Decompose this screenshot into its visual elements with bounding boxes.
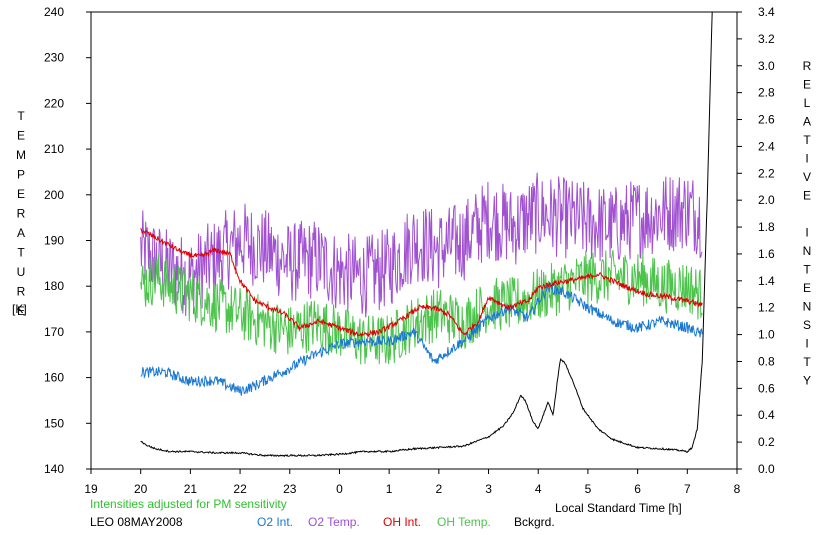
right-tick-label: 0.0	[758, 462, 775, 476]
left-tick-label: 180	[44, 279, 64, 293]
left-axis-title-letter: T	[17, 246, 25, 260]
x-tick-label: 0	[336, 482, 343, 496]
right-tick-label: 3.2	[758, 32, 775, 46]
left-axis-title-letter: E	[17, 304, 25, 318]
axis-layer: 1401501601701801902002102202302400.00.20…	[44, 5, 775, 496]
right-axis-title-letter: A	[803, 115, 811, 129]
right-axis-title-letter: L	[804, 96, 811, 110]
right-axis-title-letter: V	[803, 170, 811, 184]
right-axis-title-letter: E	[803, 78, 811, 92]
left-axis-title-letter: P	[17, 168, 25, 182]
x-tick-label: 6	[634, 482, 641, 496]
right-tick-label: 1.6	[758, 247, 775, 261]
station-label: LEO 08MAY2008	[90, 515, 183, 529]
right-tick-label: 3.4	[758, 5, 775, 19]
legend-item: O2 Temp.	[308, 515, 360, 529]
right-axis-title-letter: I	[805, 152, 808, 166]
left-axis-unit: [K]	[12, 302, 27, 316]
right-axis-title-letter: N	[803, 300, 812, 314]
x-axis-label: Local Standard Time [h]	[555, 501, 682, 515]
series-layer	[140, 11, 713, 458]
right-tick-label: 2.0	[758, 193, 775, 207]
right-tick-label: 3.0	[758, 59, 775, 73]
x-tick-label: 8	[734, 482, 741, 496]
right-tick-label: 2.4	[758, 139, 775, 153]
series-line-o2-temp	[140, 172, 703, 318]
left-tick-label: 170	[44, 325, 64, 339]
left-axis-title-letter: E	[17, 187, 25, 201]
x-tick-label: 23	[283, 482, 297, 496]
series-line-bckgrd	[140, 11, 713, 458]
right-tick-label: 0.8	[758, 354, 775, 368]
left-axis-title-letter: A	[17, 226, 25, 240]
right-tick-label: 2.8	[758, 86, 775, 100]
left-axis-title-letter: R	[17, 285, 26, 299]
legend: O2 Int. O2 Temp. OH Int. OH Temp. Bckgrd.	[257, 515, 555, 529]
left-tick-label: 190	[44, 234, 64, 248]
x-tick-label: 2	[436, 482, 443, 496]
right-axis-title-letter: I	[805, 337, 808, 351]
left-axis-title-letter: R	[17, 207, 26, 221]
right-tick-label: 2.6	[758, 113, 775, 127]
legend-item: OH Temp.	[437, 515, 491, 529]
right-axis-title-letter: Y	[803, 374, 811, 388]
right-tick-label: 0.4	[758, 408, 775, 422]
right-axis-title-letter: T	[803, 355, 811, 369]
left-tick-label: 140	[44, 462, 64, 476]
left-axis-title-letter: T	[17, 109, 25, 123]
left-axis-title-letter: E	[17, 129, 25, 143]
right-tick-label: 1.2	[758, 301, 775, 315]
right-axis-title-letter: N	[803, 244, 812, 258]
legend-item: OH Int.	[383, 515, 421, 529]
right-axis-title-letter: T	[803, 263, 811, 277]
right-tick-label: 1.8	[758, 220, 775, 234]
left-tick-label: 230	[44, 51, 64, 65]
x-tick-label: 19	[84, 482, 98, 496]
x-tick-label: 7	[684, 482, 691, 496]
left-tick-label: 220	[44, 96, 64, 110]
x-tick-label: 1	[386, 482, 393, 496]
left-tick-label: 150	[44, 416, 64, 430]
right-tick-label: 2.2	[758, 166, 775, 180]
right-tick-label: 1.0	[758, 328, 775, 342]
legend-item: Bckgrd.	[514, 515, 555, 529]
right-tick-label: 1.4	[758, 274, 775, 288]
series-line-oh-int	[140, 227, 703, 338]
right-axis-title-letter: I	[805, 226, 808, 240]
left-axis-title-letter: U	[17, 265, 26, 279]
x-tick-label: 20	[134, 482, 148, 496]
left-tick-label: 210	[44, 142, 64, 156]
x-tick-label: 22	[233, 482, 247, 496]
right-tick-label: 0.2	[758, 435, 775, 449]
x-tick-label: 3	[485, 482, 492, 496]
legend-item: O2 Int.	[257, 515, 293, 529]
x-tick-label: 4	[535, 482, 542, 496]
series-line-oh-temp	[140, 249, 703, 365]
note-text: Intensities adjusted for PM sensitivity	[90, 497, 287, 511]
right-axis-title-letter: E	[803, 281, 811, 295]
right-axis-title-letter: S	[803, 318, 811, 332]
left-axis-title-letter: M	[16, 148, 26, 162]
right-tick-label: 0.6	[758, 381, 775, 395]
x-tick-label: 5	[585, 482, 592, 496]
series-line-o2-int	[140, 281, 703, 396]
right-axis-title-letter: T	[803, 133, 811, 147]
right-axis-title-letter: E	[803, 189, 811, 203]
right-axis-title-letter: R	[803, 59, 812, 73]
left-tick-label: 200	[44, 188, 64, 202]
left-tick-label: 240	[44, 5, 64, 19]
x-tick-label: 21	[184, 482, 198, 496]
left-tick-label: 160	[44, 371, 64, 385]
